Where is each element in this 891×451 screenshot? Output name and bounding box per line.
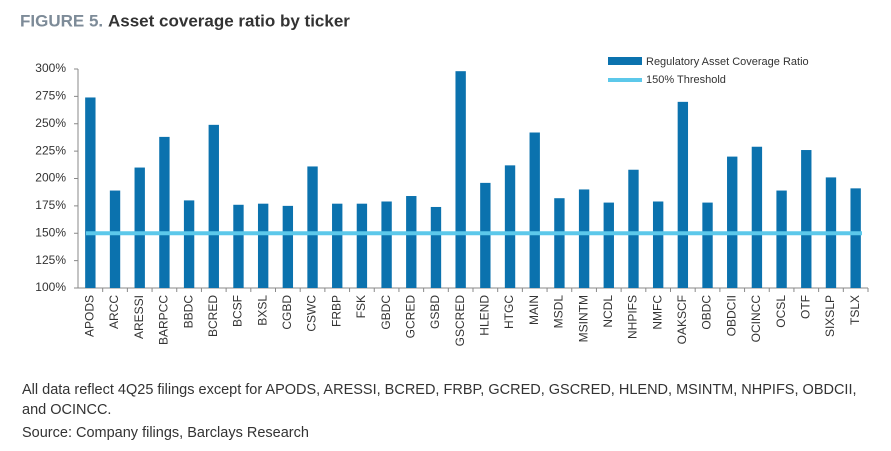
x-tick-label: OTF — [798, 295, 812, 319]
x-tick-label: BCRED — [206, 295, 220, 337]
x-tick-label: GBDC — [379, 295, 393, 330]
bar — [233, 204, 244, 288]
y-tick-label: 300% — [35, 61, 66, 75]
x-tick-label: FSK — [354, 295, 368, 318]
bar — [480, 182, 491, 288]
x-tick-label: BXSL — [255, 295, 269, 326]
x-tick-label: OBDC — [700, 295, 714, 330]
bar — [652, 201, 664, 288]
bar — [603, 202, 614, 288]
bar — [85, 97, 96, 288]
bar — [504, 165, 516, 288]
bar — [529, 132, 540, 288]
x-tick-label: BARPCC — [157, 295, 171, 345]
bar — [850, 188, 861, 288]
bar — [554, 198, 565, 288]
x-tick-label: NCDL — [601, 295, 615, 328]
legend-swatch — [608, 57, 642, 65]
notes: All data reflect 4Q25 filings except for… — [22, 382, 857, 418]
x-tick-label: CSWC — [305, 295, 319, 332]
y-tick-label: 250% — [35, 116, 66, 130]
bar — [307, 166, 318, 288]
y-tick-label: 150% — [35, 225, 66, 239]
y-tick-label: 275% — [35, 89, 66, 103]
bar — [332, 203, 343, 288]
bar — [677, 101, 689, 288]
bar — [801, 150, 812, 288]
x-tick-label: MAIN — [527, 295, 541, 325]
y-tick-label: 100% — [35, 280, 66, 294]
chart-title: Asset coverage ratio by ticker — [108, 11, 350, 30]
legend-label: Regulatory Asset Coverage Ratio — [646, 56, 809, 68]
x-tick-label: FRBP — [329, 295, 343, 327]
x-tick-label: OCSL — [774, 295, 788, 328]
x-tick-label: NHPIFS — [626, 295, 640, 339]
bar — [381, 201, 392, 288]
source: Source: Company filings, Barclays Resear… — [22, 425, 309, 441]
bar — [455, 71, 466, 288]
x-tick-label: OBDCII — [724, 295, 738, 336]
bar — [282, 205, 294, 288]
x-tick-label: HLEND — [478, 295, 492, 336]
x-tick-label: BBDC — [181, 295, 195, 329]
x-tick-label: GSCRED — [453, 295, 467, 347]
bar — [628, 169, 639, 288]
bar — [257, 203, 269, 288]
bar — [159, 136, 170, 288]
bar — [751, 146, 763, 288]
x-tick-label: OAKSCF — [675, 295, 689, 344]
bar — [702, 202, 713, 288]
x-tick-label: MSDL — [552, 295, 566, 329]
bar — [109, 190, 121, 288]
x-tick-label: MSINTM — [576, 295, 590, 342]
x-tick-label: ARCC — [107, 295, 121, 329]
figure-label: FIGURE 5. — [20, 11, 103, 30]
x-tick-label: GSBD — [428, 295, 442, 329]
y-tick-label: 125% — [35, 253, 66, 267]
bar — [406, 196, 417, 288]
legend-label: 150% Threshold — [646, 74, 726, 86]
x-tick-label: APODS — [83, 295, 97, 337]
bar — [134, 167, 145, 288]
x-tick-label: ARESSI — [132, 295, 146, 339]
chart: FIGURE 5. Asset coverage ratio by ticker… — [20, 11, 869, 347]
y-tick-label: 175% — [35, 198, 66, 212]
bar — [208, 124, 219, 288]
bar — [727, 156, 738, 288]
bar — [776, 190, 787, 288]
x-tick-label: SIXSLP — [823, 295, 837, 337]
x-tick-label: HTGC — [502, 295, 516, 329]
x-tick-label: BCSF — [231, 295, 245, 327]
x-tick-label: GCRED — [403, 295, 417, 339]
bar — [183, 200, 195, 288]
x-tick-label: OCINCC — [749, 295, 763, 343]
bar — [578, 189, 590, 288]
y-tick-label: 200% — [35, 171, 66, 185]
x-tick-label: CGBD — [280, 295, 294, 330]
bar — [430, 206, 442, 288]
x-tick-label: NMFC — [650, 295, 664, 330]
x-tick-label: TSLX — [848, 295, 862, 325]
y-tick-label: 225% — [35, 143, 66, 157]
bar — [356, 203, 368, 288]
